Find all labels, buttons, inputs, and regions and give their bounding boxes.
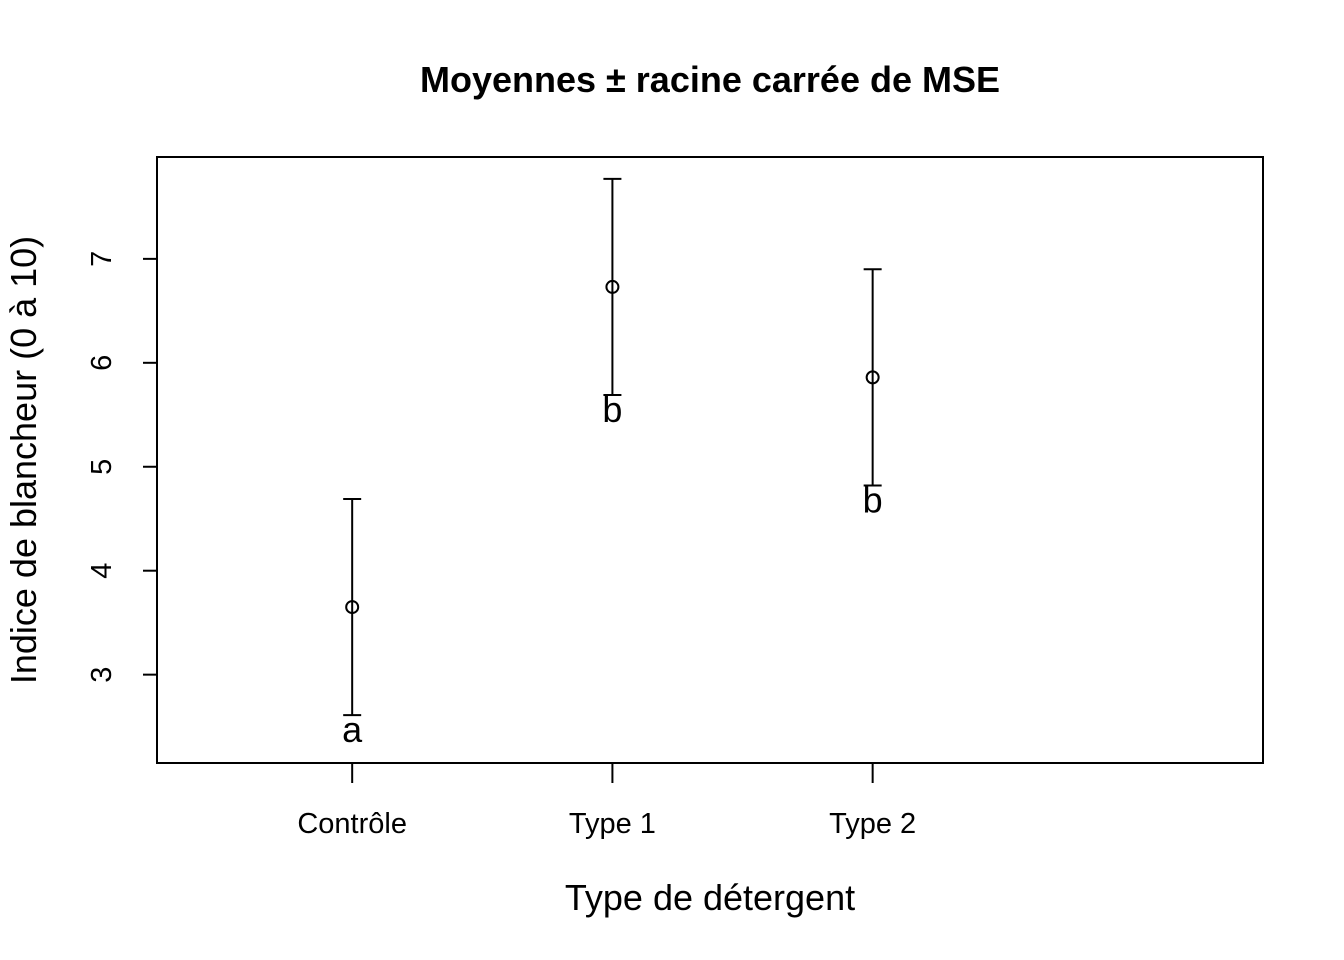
y-tick-label: 3 xyxy=(86,667,118,683)
x-axis-title: Type de détergent xyxy=(565,877,855,918)
y-axis-title: Indice de blancheur (0 à 10) xyxy=(3,236,44,684)
plot-frame xyxy=(156,156,1264,764)
x-tick-label: Type 1 xyxy=(569,808,656,840)
x-tick-label: Type 2 xyxy=(829,808,916,840)
mean-point xyxy=(605,279,620,294)
y-tick-label: 5 xyxy=(86,459,118,475)
y-tick-label: 4 xyxy=(86,563,118,579)
x-axis: Contrôle Type 1 Type 2 xyxy=(297,763,916,840)
chart-title: Moyennes ± racine carrée de MSE xyxy=(420,59,1000,100)
y-tick-label: 6 xyxy=(86,355,118,371)
x-tick-label: Contrôle xyxy=(297,808,407,840)
mean-point xyxy=(345,600,360,615)
mean-point xyxy=(865,370,880,385)
data-marks: a b b xyxy=(342,177,883,750)
y-tick-label: 7 xyxy=(86,251,118,267)
y-axis: 3 4 5 6 7 xyxy=(86,251,157,683)
group-letter: a xyxy=(342,709,363,750)
group-letter: b xyxy=(602,389,622,430)
group-letter: b xyxy=(863,479,883,520)
